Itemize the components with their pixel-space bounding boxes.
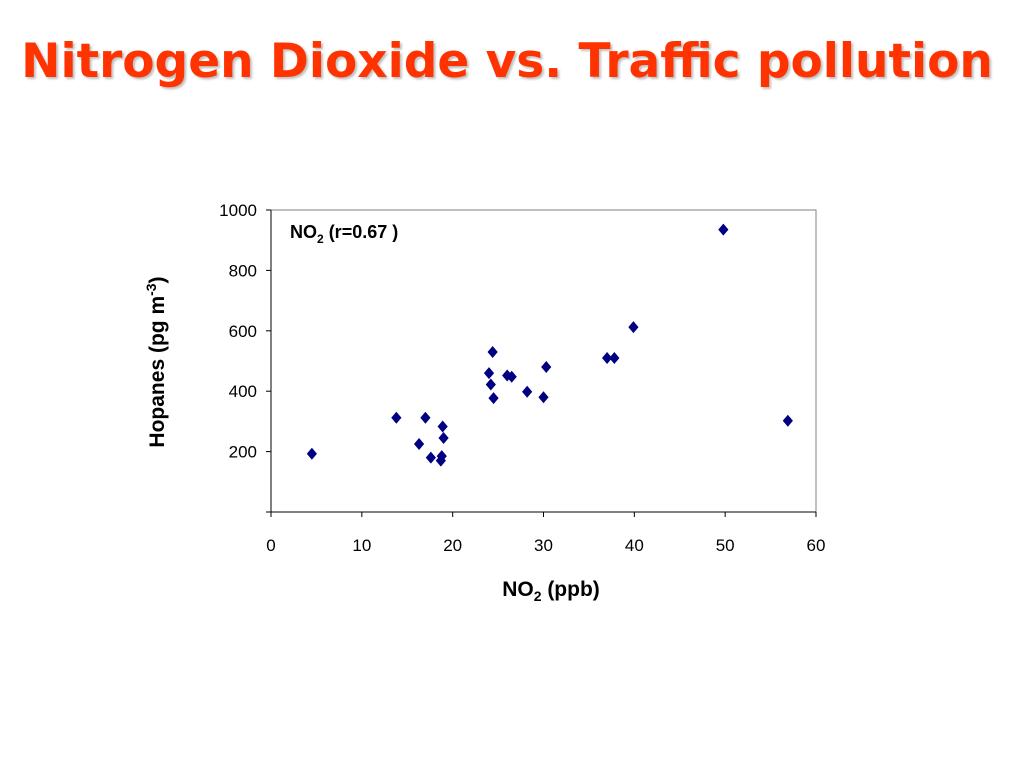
data-point bbox=[782, 414, 793, 427]
x-tick-label: 40 bbox=[625, 536, 644, 555]
data-point bbox=[522, 385, 533, 398]
x-tick-label: 60 bbox=[807, 536, 826, 555]
data-point bbox=[306, 447, 317, 460]
plot-area bbox=[270, 209, 817, 513]
x-tick-label: 30 bbox=[534, 536, 553, 555]
x-tick-label: 20 bbox=[443, 536, 462, 555]
data-point bbox=[413, 438, 425, 451]
data-point bbox=[488, 392, 499, 405]
y-axis-ticks: 200 400 600 800 1000 bbox=[219, 201, 271, 513]
data-point bbox=[487, 345, 498, 358]
y-tick-label: 400 bbox=[229, 382, 257, 401]
data-point bbox=[609, 351, 620, 364]
data-point bbox=[538, 391, 549, 404]
data-point bbox=[391, 411, 402, 424]
data-point bbox=[420, 411, 431, 424]
data-point bbox=[438, 432, 449, 445]
x-tick-label: 10 bbox=[352, 536, 371, 555]
slide-title: Nitrogen Dioxide vs. Traffic pollution bbox=[21, 34, 993, 89]
x-tick-label: 0 bbox=[266, 536, 275, 555]
data-point bbox=[485, 378, 496, 391]
y-tick-label: 600 bbox=[229, 322, 257, 341]
y-tick-label: 1000 bbox=[219, 201, 257, 220]
data-point bbox=[601, 351, 613, 364]
data-point bbox=[436, 450, 447, 463]
correlation-annotation: NO2 (r=0.67 ) bbox=[290, 222, 398, 246]
data-point bbox=[541, 361, 552, 374]
y-axis-title: Hopanes (pg m-3) bbox=[143, 276, 169, 447]
data-point bbox=[506, 370, 517, 383]
x-axis-ticks: 0 10 20 30 40 50 60 bbox=[266, 512, 825, 555]
data-points bbox=[306, 223, 793, 467]
data-point bbox=[483, 367, 495, 380]
data-point bbox=[628, 321, 639, 334]
data-point bbox=[502, 369, 513, 382]
data-point bbox=[425, 451, 436, 464]
y-tick-label: 200 bbox=[229, 443, 257, 462]
x-axis-title: NO2 (ppb) bbox=[502, 578, 600, 604]
data-point bbox=[718, 223, 729, 236]
data-point bbox=[437, 420, 448, 433]
x-tick-label: 50 bbox=[716, 536, 735, 555]
y-tick-label: 800 bbox=[229, 261, 257, 280]
